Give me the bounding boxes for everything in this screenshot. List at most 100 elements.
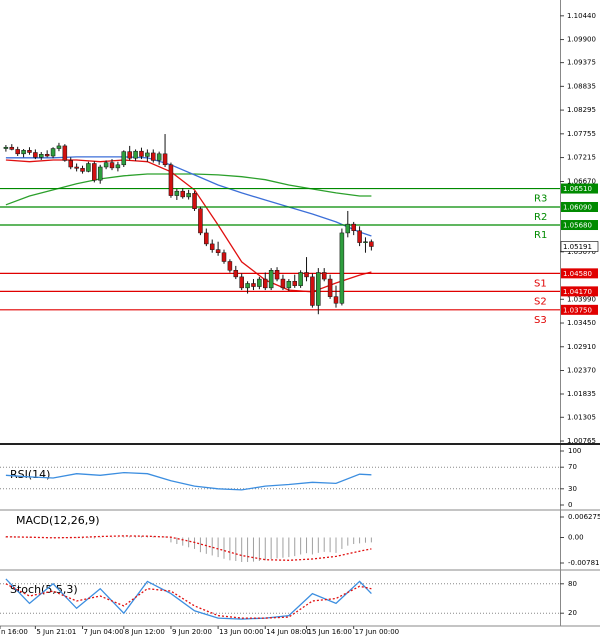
candle-body bbox=[363, 241, 368, 243]
level-name: R2 bbox=[534, 212, 547, 223]
level-box bbox=[561, 268, 598, 279]
candle-body bbox=[21, 150, 26, 155]
candle-body bbox=[209, 243, 215, 250]
candle-body bbox=[39, 154, 44, 158]
candle-body bbox=[3, 146, 9, 149]
level-name: S1 bbox=[534, 278, 547, 289]
signal-line bbox=[5, 535, 372, 561]
x-tick-label: 14 Jun 08:00 bbox=[266, 628, 310, 636]
candle-body bbox=[127, 151, 132, 159]
x-tick-label: 5 Jun 21:01 bbox=[36, 628, 76, 636]
candle-body bbox=[80, 168, 85, 172]
candle-body bbox=[33, 152, 38, 158]
level-name: S2 bbox=[534, 296, 547, 307]
candle-body bbox=[280, 278, 286, 289]
x-tick-label: 17 Jun 00:00 bbox=[355, 628, 399, 636]
candle-body bbox=[268, 270, 274, 289]
x-tick-label: n 16:00 bbox=[1, 628, 28, 636]
candle-body bbox=[174, 190, 180, 196]
y-tick-label: 1.08295 bbox=[567, 106, 596, 114]
x-tick-label: 9 Jun 20:00 bbox=[172, 628, 212, 636]
y-tick-label: 0.00 bbox=[568, 533, 584, 541]
candle-body bbox=[298, 272, 303, 286]
candle-body bbox=[133, 150, 138, 159]
candle-body bbox=[351, 223, 356, 231]
candle-body bbox=[92, 163, 97, 181]
candle-body bbox=[304, 272, 309, 278]
candle-body bbox=[121, 151, 127, 166]
candle-body bbox=[192, 193, 197, 210]
y-tick-label: 1.07755 bbox=[567, 130, 596, 138]
candle-body bbox=[50, 148, 56, 157]
y-tick-label: 1.03990 bbox=[567, 295, 596, 303]
candle-body bbox=[68, 160, 73, 168]
y-tick-label: 0 bbox=[568, 501, 572, 509]
candle-body bbox=[345, 223, 351, 234]
y-tick-label: 0.006275 bbox=[568, 513, 600, 521]
candle-body bbox=[239, 276, 244, 289]
candle-body bbox=[151, 152, 156, 161]
candle-body bbox=[263, 278, 268, 289]
candle-body bbox=[145, 152, 150, 157]
candle-body bbox=[15, 149, 20, 155]
x-tick-label: 8 Jun 12:00 bbox=[125, 628, 165, 636]
candle-body bbox=[227, 261, 233, 271]
stoch-line bbox=[5, 578, 372, 620]
candle-body bbox=[245, 283, 250, 289]
y-tick-label: 1.09900 bbox=[567, 36, 596, 44]
y-tick-label: 1.00765 bbox=[567, 437, 596, 445]
level-box bbox=[561, 183, 598, 194]
level-box bbox=[561, 286, 598, 297]
panel-title: Stoch(5,5,3) bbox=[10, 583, 78, 596]
y-tick-label: 1.06670 bbox=[567, 178, 596, 186]
level-label: 1.06090 bbox=[563, 203, 592, 211]
y-tick-label: 1.09375 bbox=[567, 59, 596, 67]
candle-body bbox=[215, 249, 221, 253]
candle-body bbox=[162, 153, 168, 166]
candle-body bbox=[97, 166, 103, 181]
candle-body bbox=[168, 164, 174, 196]
candle-body bbox=[103, 162, 109, 168]
candle-body bbox=[286, 281, 292, 289]
candle-body bbox=[44, 154, 50, 157]
last-price-box bbox=[560, 241, 599, 252]
moving-average bbox=[5, 156, 372, 237]
candle-body bbox=[292, 281, 297, 286]
level-label: 1.04170 bbox=[563, 288, 592, 296]
candle-body bbox=[56, 145, 62, 149]
y-tick-label: 30 bbox=[568, 485, 577, 493]
candle-body bbox=[327, 278, 333, 297]
candle-body bbox=[357, 230, 362, 243]
candle-body bbox=[186, 193, 191, 198]
candle-body bbox=[27, 150, 32, 153]
level-box bbox=[561, 304, 598, 315]
candle-body bbox=[156, 153, 162, 161]
candle-body bbox=[257, 278, 262, 287]
y-tick-label: 1.02910 bbox=[567, 343, 596, 351]
y-tick-label: 20 bbox=[568, 609, 577, 617]
candle-body bbox=[251, 283, 256, 287]
candle-body bbox=[310, 276, 315, 306]
candle-body bbox=[109, 162, 115, 169]
x-tick-label: 7 Jun 04:00 bbox=[84, 628, 124, 636]
panel-title: MACD(12,26,9) bbox=[16, 514, 100, 527]
candle-body bbox=[369, 241, 374, 247]
candle-body bbox=[274, 270, 280, 280]
candle-body bbox=[198, 208, 203, 234]
y-tick-label: 80 bbox=[568, 580, 577, 588]
candle-body bbox=[204, 232, 209, 245]
level-name: R3 bbox=[534, 194, 547, 205]
level-label: 1.05680 bbox=[563, 222, 592, 230]
candle-body bbox=[180, 190, 185, 198]
y-tick-label: 1.10440 bbox=[567, 12, 596, 20]
y-tick-label: 1.01835 bbox=[567, 390, 596, 398]
x-tick-label: 13 Jun 00:00 bbox=[219, 628, 263, 636]
y-tick-label: 70 bbox=[568, 463, 577, 471]
candle-body bbox=[333, 296, 339, 304]
level-name: S3 bbox=[534, 315, 547, 326]
y-tick-label: 1.05070 bbox=[567, 248, 596, 256]
y-tick-label: 100 bbox=[568, 447, 581, 455]
candle-body bbox=[86, 163, 91, 172]
